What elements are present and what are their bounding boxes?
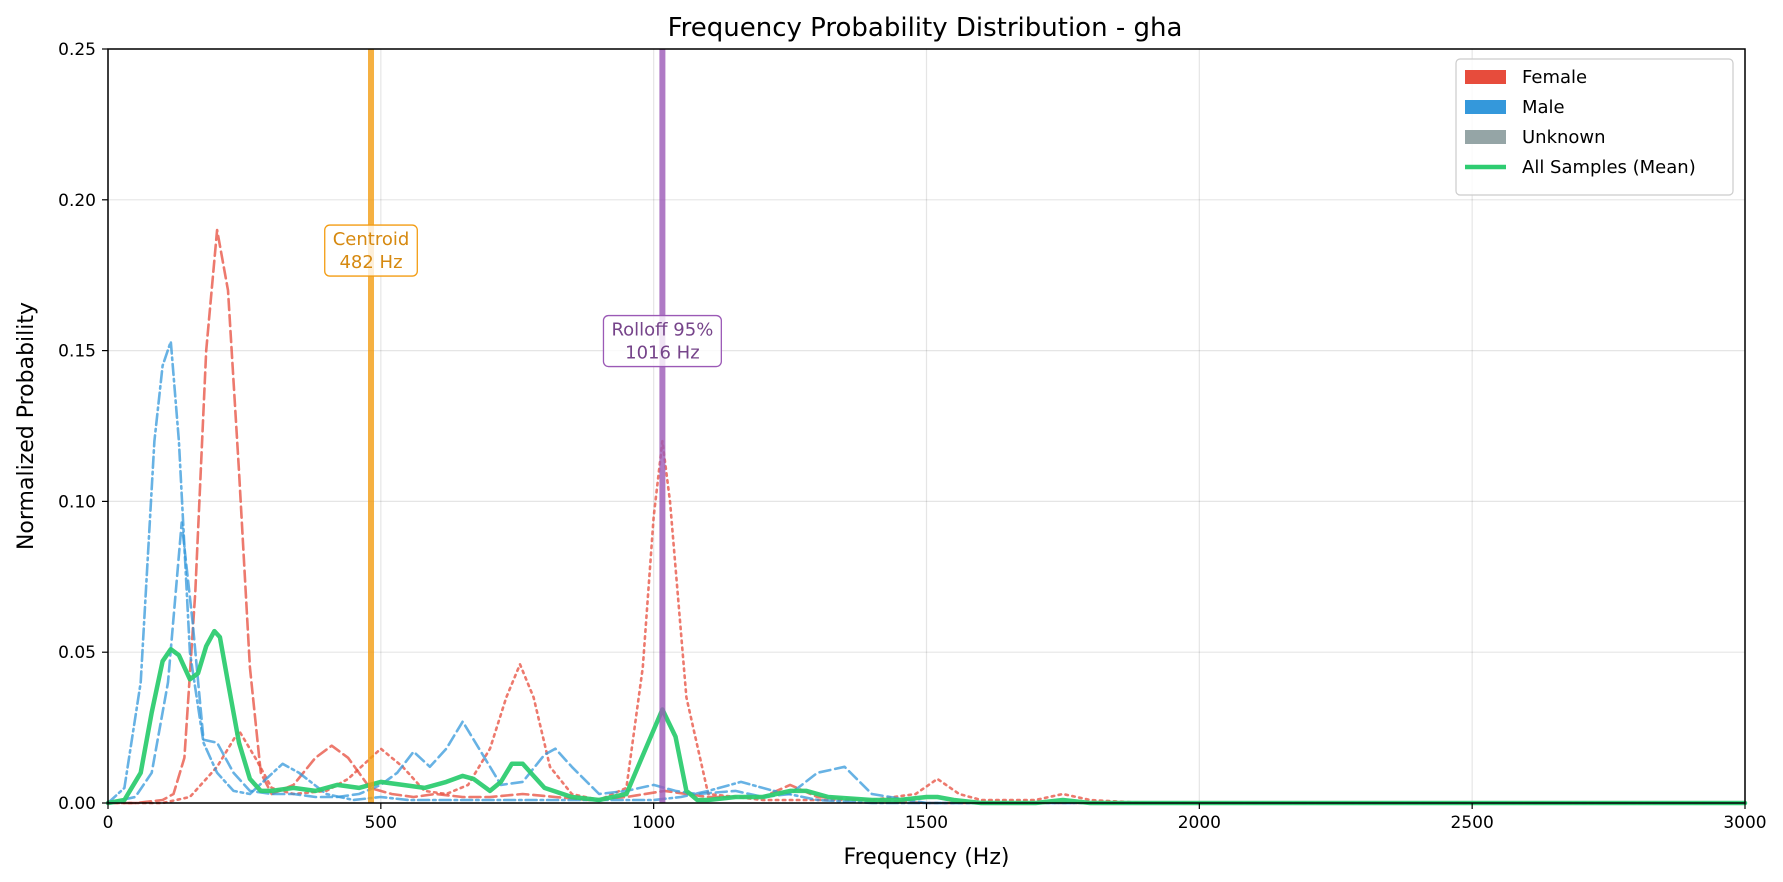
legend-swatch-unknown <box>1465 130 1506 144</box>
legend-swatch-female <box>1465 70 1506 84</box>
series-line-male <box>106 340 1747 805</box>
y-tick-label: 0.25 <box>58 40 96 60</box>
x-tick-label: 3000 <box>1723 813 1766 833</box>
marker-label-0-line2: 482 Hz <box>339 252 402 273</box>
legend-label-unknown: Unknown <box>1522 127 1606 148</box>
x-axis-ticks: 0 500 1000 1500 2000 2500 3000 <box>103 803 1767 833</box>
legend-label-male: Male <box>1522 97 1565 118</box>
marker-label-box-1 <box>602 314 722 368</box>
x-tick-label: 2500 <box>1451 813 1494 833</box>
y-tick-label: 0.20 <box>58 191 96 211</box>
x-tick-label: 1000 <box>632 813 675 833</box>
chart-title: Frequency Probability Distribution - gha <box>668 13 1183 43</box>
y-tick-label: 0.00 <box>58 794 96 814</box>
y-axis-label: Normalized Probability <box>14 302 39 550</box>
legend-swatch-male <box>1465 100 1506 114</box>
marker-label-1-line2: 1016 Hz <box>625 343 700 364</box>
series-line-female <box>106 439 1747 805</box>
legend: Female Male Unknown All Samples (Mean) <box>1455 58 1734 196</box>
y-tick-label: 0.05 <box>58 643 96 663</box>
x-tick-label: 0 <box>103 813 114 833</box>
series-line-male <box>106 521 1747 805</box>
marker-label-box-0 <box>324 224 418 277</box>
x-axis-label: Frequency (Hz) <box>844 845 1010 870</box>
x-tick-label: 1500 <box>905 813 948 833</box>
marker-label-1-line1: Rolloff 95% <box>611 320 713 341</box>
y-tick-label: 0.10 <box>58 492 96 512</box>
x-tick-label: 500 <box>365 813 397 833</box>
y-axis-ticks: 0.00 0.05 0.10 0.15 0.20 0.25 <box>58 40 108 814</box>
legend-label-female: Female <box>1522 67 1587 88</box>
legend-box <box>1455 58 1734 196</box>
legend-label-all-samples-mean: All Samples (Mean) <box>1522 157 1696 178</box>
mean-series-line <box>105 628 1748 806</box>
marker-label-0-line1: Centroid <box>333 229 410 250</box>
x-tick-label: 2000 <box>1178 813 1221 833</box>
y-tick-label: 0.15 <box>58 342 96 362</box>
